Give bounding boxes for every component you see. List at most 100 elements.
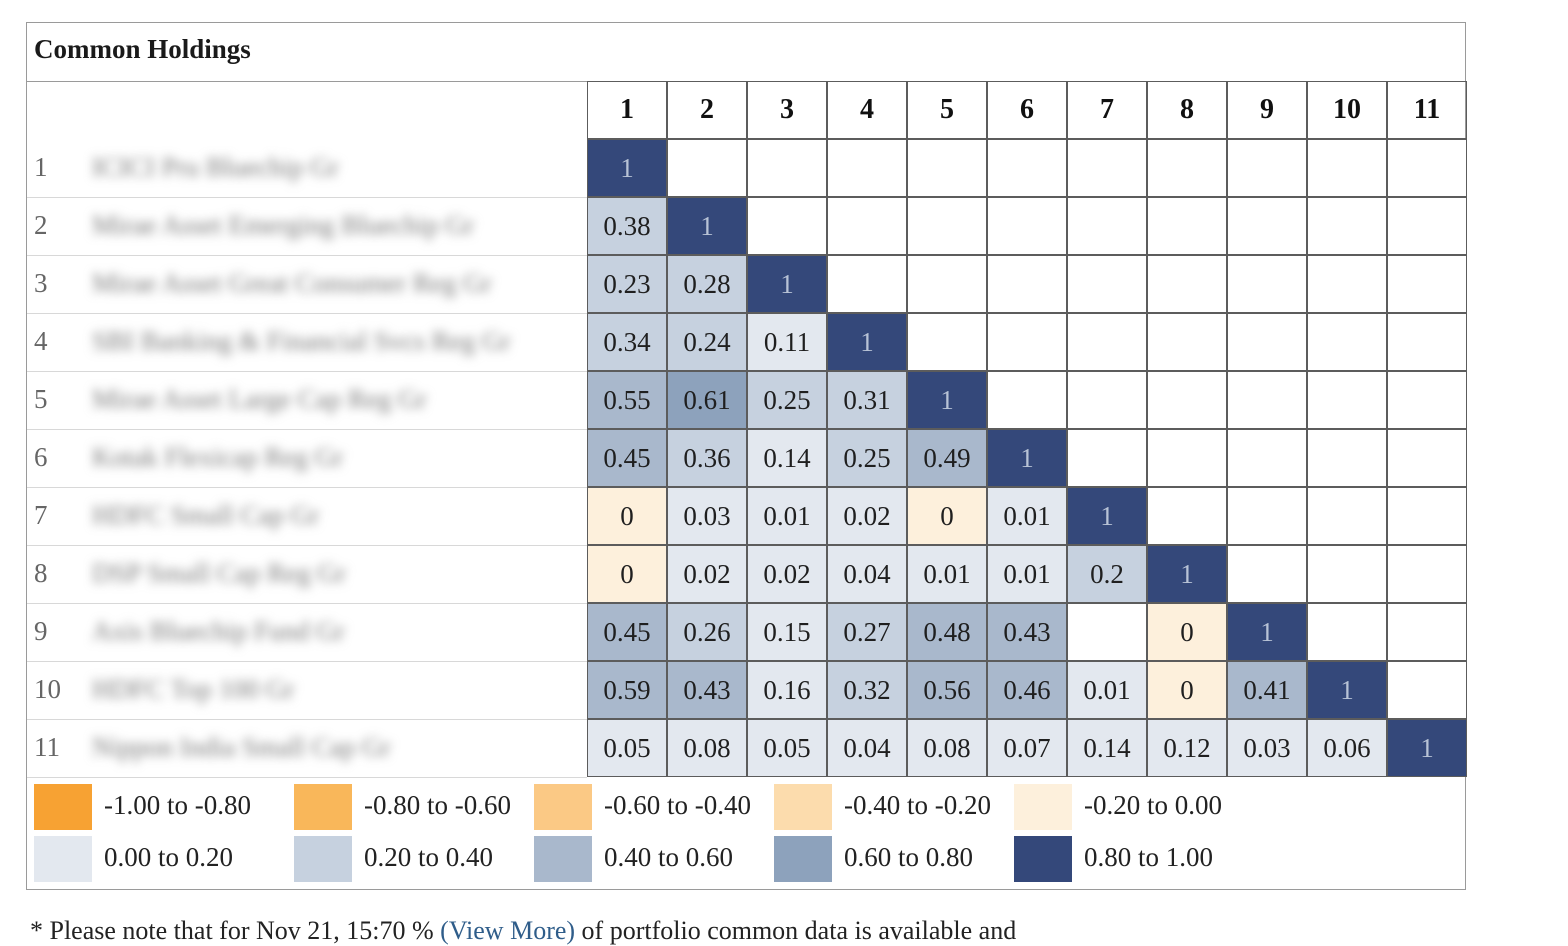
matrix-cell: 0.02 (747, 545, 827, 603)
matrix-cell (987, 139, 1067, 197)
legend-swatch (34, 836, 92, 882)
legend-swatch (534, 836, 592, 882)
legend-swatch (534, 784, 592, 830)
matrix-cell (1387, 429, 1467, 487)
matrix-cell: 0.01 (747, 487, 827, 545)
matrix-cell (827, 197, 907, 255)
matrix-cell: 0.59 (587, 661, 667, 719)
legend-label: -0.20 to 0.00 (1084, 790, 1222, 820)
matrix-cell: 0.25 (827, 429, 907, 487)
matrix-cell (1227, 545, 1307, 603)
matrix-cell: 0.04 (827, 545, 907, 603)
row-divider (27, 197, 587, 198)
matrix-cell: 0.2 (1067, 545, 1147, 603)
row-label-9: Axis Bluechip Fund Gr (92, 616, 345, 646)
matrix-cell: 0.15 (747, 603, 827, 661)
legend-swatch (1014, 836, 1072, 882)
matrix-cell: 1 (747, 255, 827, 313)
matrix-cell (907, 139, 987, 197)
view-more-link[interactable]: (View More) (440, 916, 576, 945)
row-divider (27, 719, 587, 720)
matrix-cell: 0.14 (1067, 719, 1147, 777)
legend-label: 0.20 to 0.40 (364, 842, 494, 872)
row-divider (27, 777, 587, 778)
matrix-cell (1307, 313, 1387, 371)
matrix-cell (1147, 371, 1227, 429)
row-divider (27, 313, 587, 314)
matrix-cell (907, 255, 987, 313)
matrix-cell: 0.26 (667, 603, 747, 661)
matrix-cell: 1 (1147, 545, 1227, 603)
matrix-cell: 0.48 (907, 603, 987, 661)
matrix-cell: 0.34 (587, 313, 667, 371)
matrix-cell: 0.61 (667, 371, 747, 429)
legend-label: -0.40 to -0.20 (844, 790, 991, 820)
matrix-cell (1147, 255, 1227, 313)
matrix-cell (907, 197, 987, 255)
matrix-cell: 0.03 (667, 487, 747, 545)
page-title: Common Holdings (34, 34, 251, 64)
matrix-cell (1307, 429, 1387, 487)
matrix-cell (1307, 545, 1387, 603)
matrix-cell (1307, 255, 1387, 313)
matrix-cell (1227, 313, 1307, 371)
matrix-cell (907, 313, 987, 371)
matrix-cell: 0.49 (907, 429, 987, 487)
matrix-cell: 0 (587, 487, 667, 545)
matrix-cell (1227, 139, 1307, 197)
matrix-cell (827, 139, 907, 197)
row-divider (27, 603, 587, 604)
matrix-cell: 0.16 (747, 661, 827, 719)
matrix-cell: 0.46 (987, 661, 1067, 719)
column-header-2: 2 (667, 81, 747, 139)
matrix-cell (1067, 255, 1147, 313)
matrix-cell: 0.43 (987, 603, 1067, 661)
matrix-cell: 0.31 (827, 371, 907, 429)
matrix-cell: 0 (587, 545, 667, 603)
row-label-8: DSP Small Cap Reg Gr (92, 558, 347, 588)
matrix-cell: 0 (1147, 661, 1227, 719)
matrix-cell: 0 (1147, 603, 1227, 661)
matrix-cell: 0.01 (1067, 661, 1147, 719)
row-label-5: Mirae Asset Large Cap Reg Gr (92, 384, 427, 414)
matrix-cell (1307, 197, 1387, 255)
legend-label: 0.40 to 0.60 (604, 842, 734, 872)
legend-swatch (294, 836, 352, 882)
matrix-cell: 0.11 (747, 313, 827, 371)
matrix-cell (1387, 371, 1467, 429)
matrix-cell: 0.32 (827, 661, 907, 719)
matrix-cell (1067, 603, 1147, 661)
matrix-cell (1147, 487, 1227, 545)
row-divider (27, 487, 587, 488)
legend-swatch (774, 836, 832, 882)
matrix-cell: 1 (667, 197, 747, 255)
matrix-cell: 0.12 (1147, 719, 1227, 777)
row-divider (27, 255, 587, 256)
matrix-cell (1227, 429, 1307, 487)
matrix-cell (1227, 371, 1307, 429)
legend-label: -0.80 to -0.60 (364, 790, 511, 820)
matrix-cell (1147, 197, 1227, 255)
matrix-cell (1227, 487, 1307, 545)
matrix-cell: 1 (1227, 603, 1307, 661)
row-number-1: 1 (34, 152, 48, 182)
column-header-7: 7 (1067, 81, 1147, 139)
matrix-cell (1147, 139, 1227, 197)
legend-label: 0.00 to 0.20 (104, 842, 234, 872)
matrix-cell: 1 (1387, 719, 1467, 777)
matrix-cell: 0.43 (667, 661, 747, 719)
matrix-cell: 0.45 (587, 429, 667, 487)
legend-label: -1.00 to -0.80 (104, 790, 251, 820)
matrix-cell: 0.04 (827, 719, 907, 777)
matrix-cell: 0 (907, 487, 987, 545)
row-divider (27, 429, 587, 430)
column-header-6: 6 (987, 81, 1067, 139)
column-header-5: 5 (907, 81, 987, 139)
column-header-11: 11 (1387, 81, 1467, 139)
footnote-prefix: * Please note that for Nov 21, 15:70 % (30, 916, 441, 945)
matrix-cell (987, 197, 1067, 255)
matrix-cell: 0.08 (907, 719, 987, 777)
matrix-cell: 0.02 (667, 545, 747, 603)
matrix-cell: 0.38 (587, 197, 667, 255)
row-number-8: 8 (34, 558, 48, 588)
